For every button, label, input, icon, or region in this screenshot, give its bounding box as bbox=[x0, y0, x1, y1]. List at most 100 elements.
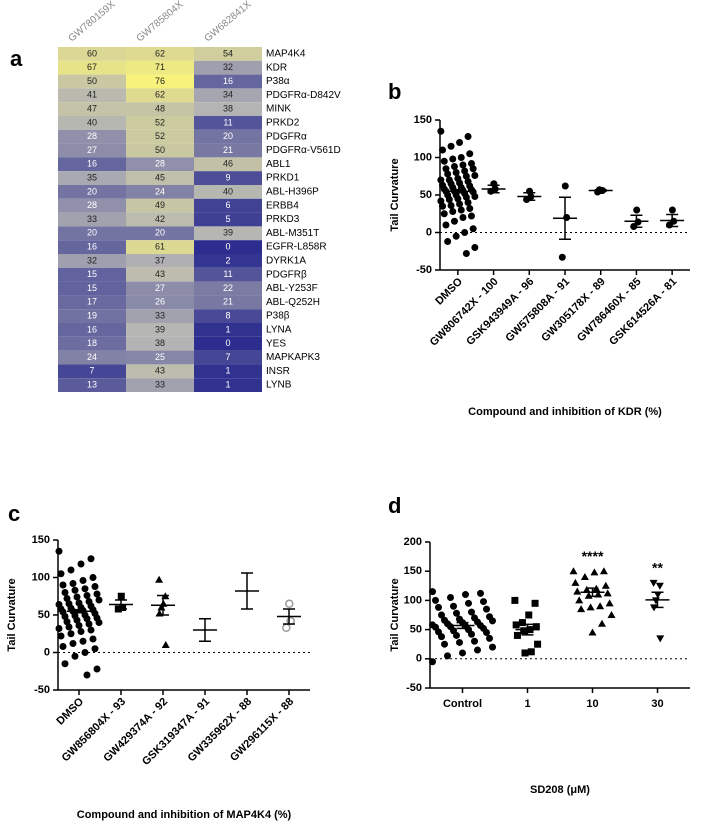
data-point bbox=[467, 212, 475, 220]
data-point bbox=[73, 593, 81, 601]
heatmap-cell bbox=[58, 295, 126, 310]
data-point bbox=[518, 619, 526, 627]
data-point bbox=[435, 603, 442, 611]
data-point bbox=[83, 671, 91, 679]
cell-value: 42 bbox=[155, 214, 165, 224]
cell-value: 45 bbox=[155, 172, 165, 182]
row-label: KDR bbox=[266, 62, 287, 73]
heatmap-cell bbox=[58, 364, 126, 379]
row-label: ABL-Y253F bbox=[266, 283, 318, 294]
data-point bbox=[468, 608, 475, 616]
heatmap-cell bbox=[194, 254, 262, 268]
data-point bbox=[91, 645, 99, 653]
column-label: GW780159X bbox=[67, 0, 118, 44]
cell-value: 0 bbox=[225, 241, 230, 251]
heatmap-cell bbox=[58, 60, 126, 75]
data-point bbox=[457, 206, 465, 214]
heatmap-cell bbox=[58, 309, 126, 323]
heatmap-cell bbox=[126, 309, 194, 323]
x-tick-label: GW786460X - 85 bbox=[575, 276, 644, 345]
data-point bbox=[65, 623, 73, 631]
data-point bbox=[450, 217, 458, 225]
y-tick-label: 0 bbox=[416, 653, 422, 665]
heatmap-cell bbox=[194, 157, 262, 172]
heatmap-cell bbox=[126, 185, 194, 199]
cell-value: 24 bbox=[87, 352, 97, 362]
heatmap-cell bbox=[126, 336, 194, 351]
heatmap-cell bbox=[58, 74, 126, 89]
x-axis-label: SD208 (μM) bbox=[530, 784, 590, 796]
data-point bbox=[81, 649, 89, 656]
heatmap-cell bbox=[194, 74, 262, 89]
heatmap-cell bbox=[58, 378, 126, 392]
cell-value: 19 bbox=[87, 310, 97, 320]
cell-value: 33 bbox=[87, 214, 97, 224]
heatmap-cell bbox=[194, 198, 262, 213]
data-point bbox=[67, 566, 75, 574]
data-point bbox=[483, 605, 490, 613]
heatmap-cell bbox=[58, 143, 126, 158]
heatmap-cell bbox=[58, 281, 126, 296]
x-tick-label: DMSO bbox=[54, 695, 86, 727]
cell-value: 8 bbox=[225, 310, 230, 320]
cell-value: 9 bbox=[225, 172, 230, 182]
cell-value: 38 bbox=[223, 103, 233, 113]
data-point bbox=[590, 568, 599, 576]
data-point bbox=[462, 591, 469, 599]
significance: **** bbox=[582, 548, 604, 564]
data-point bbox=[444, 238, 452, 245]
data-point bbox=[471, 193, 479, 200]
row-label: DYRK1A bbox=[266, 256, 306, 267]
data-point bbox=[598, 619, 606, 627]
data-point bbox=[462, 172, 470, 180]
data-point bbox=[668, 206, 676, 214]
heatmap-cell bbox=[58, 350, 126, 365]
data-point bbox=[571, 578, 580, 586]
data-point bbox=[439, 146, 447, 154]
heatmap-cell bbox=[194, 281, 262, 296]
cell-value: 76 bbox=[155, 76, 165, 86]
heatmap-cell bbox=[58, 88, 126, 103]
panel-label: a bbox=[10, 46, 23, 71]
data-point bbox=[432, 596, 439, 604]
heatmap-cell bbox=[58, 267, 126, 282]
data-point bbox=[438, 633, 445, 641]
heatmap-cell bbox=[194, 336, 262, 351]
data-point bbox=[512, 621, 520, 629]
heatmap-cell bbox=[58, 254, 126, 268]
row-label: INSR bbox=[266, 366, 290, 377]
data-point bbox=[438, 611, 445, 619]
data-point bbox=[89, 635, 97, 643]
heatmap-cell bbox=[194, 350, 262, 365]
data-point bbox=[513, 631, 521, 639]
data-point bbox=[442, 221, 450, 229]
cell-value: 15 bbox=[87, 283, 97, 293]
data-point bbox=[93, 590, 101, 598]
cell-value: 26 bbox=[155, 297, 165, 307]
data-point bbox=[91, 583, 99, 590]
heatmap-cell bbox=[58, 185, 126, 199]
cell-value: 11 bbox=[223, 117, 232, 127]
panel-label: c bbox=[8, 501, 20, 526]
data-point bbox=[437, 127, 445, 135]
cell-value: 49 bbox=[155, 200, 165, 210]
data-point bbox=[561, 182, 569, 190]
cell-value: 40 bbox=[87, 117, 97, 127]
data-point bbox=[450, 163, 458, 170]
y-tick-label: 0 bbox=[44, 646, 50, 658]
data-point bbox=[63, 595, 71, 602]
cell-value: 62 bbox=[155, 90, 165, 100]
data-point bbox=[588, 628, 597, 636]
data-point bbox=[85, 620, 93, 628]
cell-value: 62 bbox=[155, 48, 165, 58]
cell-value: 27 bbox=[155, 283, 165, 293]
row-label: PDGFRβ bbox=[266, 269, 307, 280]
row-label: PDGFRα-V561D bbox=[266, 145, 341, 156]
heatmap-cell bbox=[194, 323, 262, 337]
data-point bbox=[466, 205, 474, 212]
data-point bbox=[466, 150, 474, 158]
data-point bbox=[459, 161, 467, 169]
heatmap-cell bbox=[194, 47, 262, 61]
data-point bbox=[89, 574, 97, 581]
